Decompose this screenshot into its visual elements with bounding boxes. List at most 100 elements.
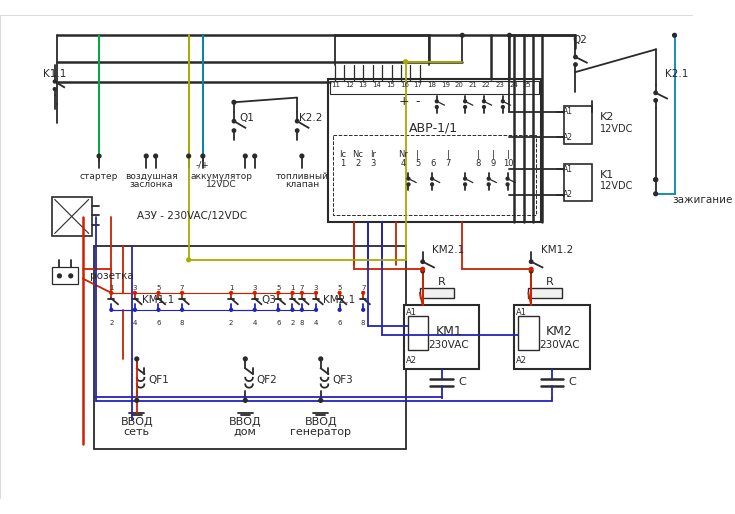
Circle shape (301, 308, 304, 311)
Text: A1: A1 (406, 308, 417, 317)
Text: Ir: Ir (370, 150, 376, 159)
Circle shape (407, 183, 410, 186)
Text: 8: 8 (300, 320, 304, 326)
Text: 8: 8 (180, 320, 184, 326)
Text: 1: 1 (109, 285, 114, 291)
Circle shape (464, 100, 467, 103)
Circle shape (653, 178, 658, 181)
Text: KM1.1: KM1.1 (142, 296, 173, 305)
Circle shape (253, 154, 257, 158)
Text: 19: 19 (441, 82, 450, 88)
Circle shape (653, 178, 658, 181)
Text: 11: 11 (331, 82, 340, 88)
Text: |: | (417, 150, 420, 159)
Text: 6: 6 (430, 159, 436, 168)
Circle shape (431, 177, 434, 180)
Text: K2: K2 (600, 113, 614, 122)
Text: +: + (398, 95, 409, 108)
Circle shape (653, 192, 658, 196)
Circle shape (501, 100, 504, 103)
Circle shape (187, 154, 190, 158)
Text: A1: A1 (563, 165, 573, 174)
Text: 7: 7 (361, 285, 365, 291)
Circle shape (181, 308, 184, 311)
Circle shape (110, 308, 112, 311)
Text: KM2: KM2 (546, 325, 573, 338)
Circle shape (135, 357, 139, 361)
Circle shape (483, 105, 485, 108)
Bar (330, 81, 539, 94)
Text: 12VDC: 12VDC (600, 124, 634, 134)
Circle shape (506, 177, 509, 180)
Circle shape (232, 119, 236, 123)
Circle shape (501, 105, 504, 108)
Text: воздушная: воздушная (125, 172, 177, 181)
Bar (407, 317, 429, 351)
Text: 3: 3 (314, 285, 318, 291)
Circle shape (232, 129, 236, 132)
Bar (564, 163, 592, 201)
Text: |: | (447, 150, 450, 159)
Circle shape (529, 267, 533, 271)
Circle shape (529, 269, 533, 273)
Text: 18: 18 (427, 82, 436, 88)
Circle shape (460, 33, 465, 37)
Circle shape (54, 80, 56, 83)
Circle shape (319, 398, 323, 402)
Text: Ic: Ic (339, 150, 346, 159)
Circle shape (181, 291, 184, 294)
Circle shape (362, 291, 365, 294)
Text: R: R (546, 277, 554, 286)
Text: 5: 5 (276, 285, 281, 291)
Circle shape (187, 258, 190, 262)
Text: QF1: QF1 (148, 375, 169, 384)
Circle shape (654, 99, 657, 102)
Text: 8: 8 (361, 320, 365, 326)
Circle shape (464, 105, 467, 108)
Circle shape (483, 100, 485, 103)
Text: 17: 17 (413, 82, 423, 88)
Text: 4: 4 (401, 159, 406, 168)
Circle shape (69, 274, 73, 278)
Text: QF2: QF2 (257, 375, 277, 384)
Bar (333, 135, 536, 214)
Text: Q2: Q2 (573, 35, 587, 45)
Text: 4: 4 (253, 320, 257, 326)
Text: генератор: генератор (290, 427, 351, 436)
Text: 16: 16 (400, 82, 409, 88)
Circle shape (487, 177, 490, 180)
Text: K1: K1 (600, 170, 614, 180)
Text: -/+: -/+ (196, 161, 209, 170)
Circle shape (295, 119, 299, 123)
Text: дом: дом (234, 427, 257, 436)
Text: 230VAC: 230VAC (539, 340, 580, 350)
Circle shape (232, 100, 236, 104)
Circle shape (54, 88, 56, 90)
Text: 13: 13 (359, 82, 368, 88)
Bar (94, 246, 406, 449)
Text: |: | (477, 150, 480, 159)
Text: K2.1: K2.1 (665, 69, 689, 79)
Text: 4: 4 (133, 320, 137, 326)
Circle shape (243, 154, 247, 158)
Text: 7: 7 (180, 285, 184, 291)
Text: KM2.1: KM2.1 (323, 296, 355, 305)
Circle shape (319, 357, 323, 361)
Circle shape (574, 56, 577, 59)
Circle shape (201, 154, 205, 158)
Circle shape (529, 260, 533, 263)
Circle shape (464, 183, 467, 186)
Circle shape (291, 308, 294, 311)
Circle shape (157, 291, 160, 294)
Circle shape (135, 398, 139, 402)
Text: ВВОД: ВВОД (304, 417, 337, 427)
Text: 5: 5 (337, 285, 342, 291)
Bar (420, 288, 453, 298)
Text: 1: 1 (340, 159, 345, 168)
Text: C: C (569, 377, 576, 388)
Text: C: C (459, 377, 466, 388)
Text: 14: 14 (373, 82, 381, 88)
Text: 3: 3 (252, 285, 257, 291)
Circle shape (295, 129, 299, 132)
Circle shape (230, 308, 232, 311)
